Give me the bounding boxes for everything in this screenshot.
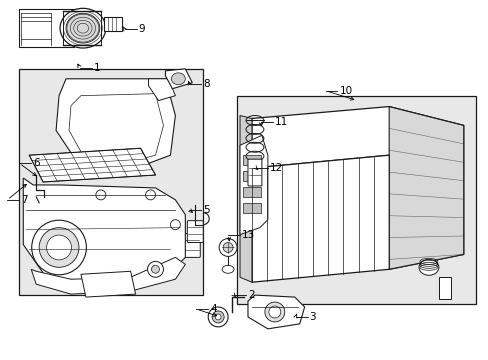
Polygon shape <box>31 257 185 294</box>
Ellipse shape <box>39 228 79 267</box>
Text: 2: 2 <box>247 290 254 300</box>
Polygon shape <box>165 69 192 89</box>
Bar <box>237 96 475 304</box>
Bar <box>243 203 261 213</box>
Text: 4: 4 <box>210 304 216 314</box>
Circle shape <box>208 307 227 327</box>
Text: 8: 8 <box>203 79 209 89</box>
Bar <box>243 187 261 197</box>
Polygon shape <box>251 155 463 282</box>
Bar <box>243 155 261 165</box>
FancyBboxPatch shape <box>187 221 203 243</box>
Circle shape <box>212 311 224 323</box>
Polygon shape <box>81 271 135 297</box>
Text: 11: 11 <box>274 117 287 127</box>
Polygon shape <box>388 107 463 269</box>
Text: 9: 9 <box>138 24 145 34</box>
Bar <box>103 17 122 31</box>
Text: 7: 7 <box>21 195 28 205</box>
Ellipse shape <box>222 265 234 273</box>
Bar <box>243 171 261 181</box>
FancyBboxPatch shape <box>247 159 262 186</box>
Circle shape <box>163 266 173 276</box>
Ellipse shape <box>32 220 86 275</box>
Polygon shape <box>23 178 185 284</box>
Circle shape <box>170 220 180 230</box>
Text: 10: 10 <box>339 86 352 96</box>
Ellipse shape <box>264 302 284 322</box>
Polygon shape <box>240 116 251 282</box>
Bar <box>438 277 450 299</box>
Polygon shape <box>251 107 463 168</box>
Ellipse shape <box>171 73 185 85</box>
Polygon shape <box>29 148 155 182</box>
Circle shape <box>145 190 155 200</box>
Text: 13: 13 <box>242 230 255 239</box>
FancyBboxPatch shape <box>19 9 74 47</box>
Ellipse shape <box>66 13 100 43</box>
Circle shape <box>223 243 233 252</box>
Circle shape <box>215 314 221 320</box>
Polygon shape <box>240 135 267 235</box>
Text: 6: 6 <box>33 158 40 168</box>
FancyBboxPatch shape <box>184 234 200 257</box>
Ellipse shape <box>268 306 280 318</box>
Ellipse shape <box>60 8 105 48</box>
Polygon shape <box>247 295 304 329</box>
Text: 5: 5 <box>203 205 209 215</box>
Circle shape <box>147 261 163 277</box>
Ellipse shape <box>418 260 438 275</box>
Ellipse shape <box>46 235 71 260</box>
Bar <box>19 69 203 295</box>
Text: 1: 1 <box>94 63 100 73</box>
Circle shape <box>96 190 105 200</box>
Polygon shape <box>56 79 175 170</box>
Circle shape <box>151 265 159 273</box>
Text: 3: 3 <box>309 312 316 322</box>
Circle shape <box>219 239 237 256</box>
Text: 12: 12 <box>269 163 283 173</box>
Polygon shape <box>148 79 175 100</box>
